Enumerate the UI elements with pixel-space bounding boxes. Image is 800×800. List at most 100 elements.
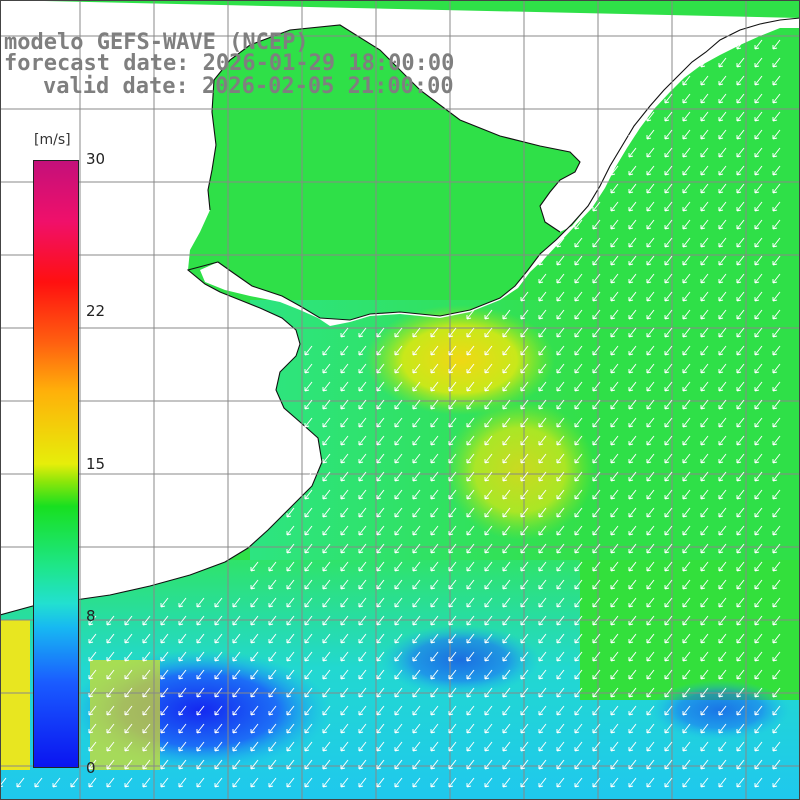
wind-arrow	[484, 705, 493, 716]
wind-arrow	[646, 273, 655, 284]
wind-arrow	[646, 201, 655, 212]
wind-arrow	[286, 669, 295, 680]
wind-arrow	[592, 561, 601, 572]
wind-arrow	[358, 363, 367, 374]
wind-arrow	[502, 309, 511, 320]
wind-arrow	[574, 687, 583, 698]
wind-arrow	[520, 561, 529, 572]
wind-arrow	[592, 759, 601, 770]
wind-arrow	[646, 777, 655, 788]
wind-arrow	[376, 741, 385, 752]
wind-arrow	[754, 327, 763, 338]
wind-arrow	[538, 507, 547, 518]
wind-arrow	[502, 705, 511, 716]
wind-arrow	[700, 201, 709, 212]
wind-arrow	[358, 759, 367, 770]
wind-arrow	[412, 777, 421, 788]
colorbar-tick-30: 30	[86, 150, 106, 168]
wind-arrow	[394, 687, 403, 698]
wind-arrow	[214, 723, 223, 734]
wind-arrow	[556, 327, 565, 338]
wind-arrow	[106, 687, 115, 698]
wind-arrow	[358, 687, 367, 698]
wind-arrow	[664, 723, 673, 734]
wind-arrow	[754, 741, 763, 752]
wind-arrow	[700, 417, 709, 428]
wind-arrow	[592, 399, 601, 410]
wind-arrow	[358, 741, 367, 752]
wind-arrow	[322, 579, 331, 590]
wind-arrow	[646, 579, 655, 590]
wind-arrow	[556, 705, 565, 716]
wind-arrow	[484, 399, 493, 410]
wind-arrow	[718, 669, 727, 680]
wind-arrow	[610, 237, 619, 248]
wind-arrow	[664, 345, 673, 356]
wind-arrow	[520, 471, 529, 482]
wind-arrow	[466, 651, 475, 662]
wind-arrow	[772, 651, 781, 662]
wind-arrow	[124, 651, 133, 662]
wind-arrow	[340, 345, 349, 356]
wind-arrow	[646, 219, 655, 230]
wind-arrow	[322, 399, 331, 410]
wind-arrow	[394, 399, 403, 410]
wind-arrow	[430, 543, 439, 554]
wind-arrow	[700, 543, 709, 554]
wind-arrow	[736, 723, 745, 734]
wind-arrow	[772, 759, 781, 770]
wind-arrow	[502, 507, 511, 518]
wind-arrow	[430, 453, 439, 464]
wind-arrow	[286, 525, 295, 536]
wind-arrow	[124, 759, 133, 770]
wind-arrows	[0, 39, 781, 788]
wind-arrow	[448, 759, 457, 770]
wind-arrow	[412, 579, 421, 590]
wind-arrow	[304, 723, 313, 734]
wind-arrow	[736, 147, 745, 158]
wind-arrow	[736, 345, 745, 356]
wind-arrow	[124, 705, 133, 716]
wind-arrow	[592, 615, 601, 626]
wind-arrow	[682, 75, 691, 86]
wind-arrow	[646, 651, 655, 662]
wind-arrow	[376, 759, 385, 770]
wind-arrow	[592, 381, 601, 392]
wind-arrow	[376, 615, 385, 626]
wind-arrow	[412, 471, 421, 482]
wind-arrow	[718, 705, 727, 716]
wind-arrow	[430, 759, 439, 770]
wind-arrow	[430, 777, 439, 788]
wind-arrow	[682, 543, 691, 554]
wind-arrow	[178, 651, 187, 662]
wind-arrow	[268, 633, 277, 644]
wind-arrow	[250, 705, 259, 716]
wind-arrow	[682, 255, 691, 266]
wind-arrow	[646, 183, 655, 194]
wind-arrow	[754, 255, 763, 266]
wind-arrow	[556, 255, 565, 266]
wind-arrow	[610, 507, 619, 518]
wind-arrow	[772, 381, 781, 392]
wind-arrow	[556, 291, 565, 302]
wind-arrow	[250, 723, 259, 734]
wind-arrow	[250, 777, 259, 788]
wind-arrow	[682, 309, 691, 320]
wind-arrow	[34, 777, 43, 788]
wind-arrow	[538, 417, 547, 428]
wind-arrow	[394, 579, 403, 590]
wind-arrow	[340, 579, 349, 590]
wind-arrow	[718, 561, 727, 572]
wind-arrow	[124, 777, 133, 788]
wind-arrow	[520, 759, 529, 770]
wind-arrow	[682, 435, 691, 446]
wind-arrow	[250, 579, 259, 590]
wind-arrow	[718, 309, 727, 320]
wind-arrow	[88, 723, 97, 734]
wind-arrow	[646, 165, 655, 176]
wind-arrow	[736, 165, 745, 176]
wind-arrow	[718, 435, 727, 446]
wind-arrow	[574, 759, 583, 770]
wind-arrow	[592, 435, 601, 446]
wind-arrow	[664, 579, 673, 590]
